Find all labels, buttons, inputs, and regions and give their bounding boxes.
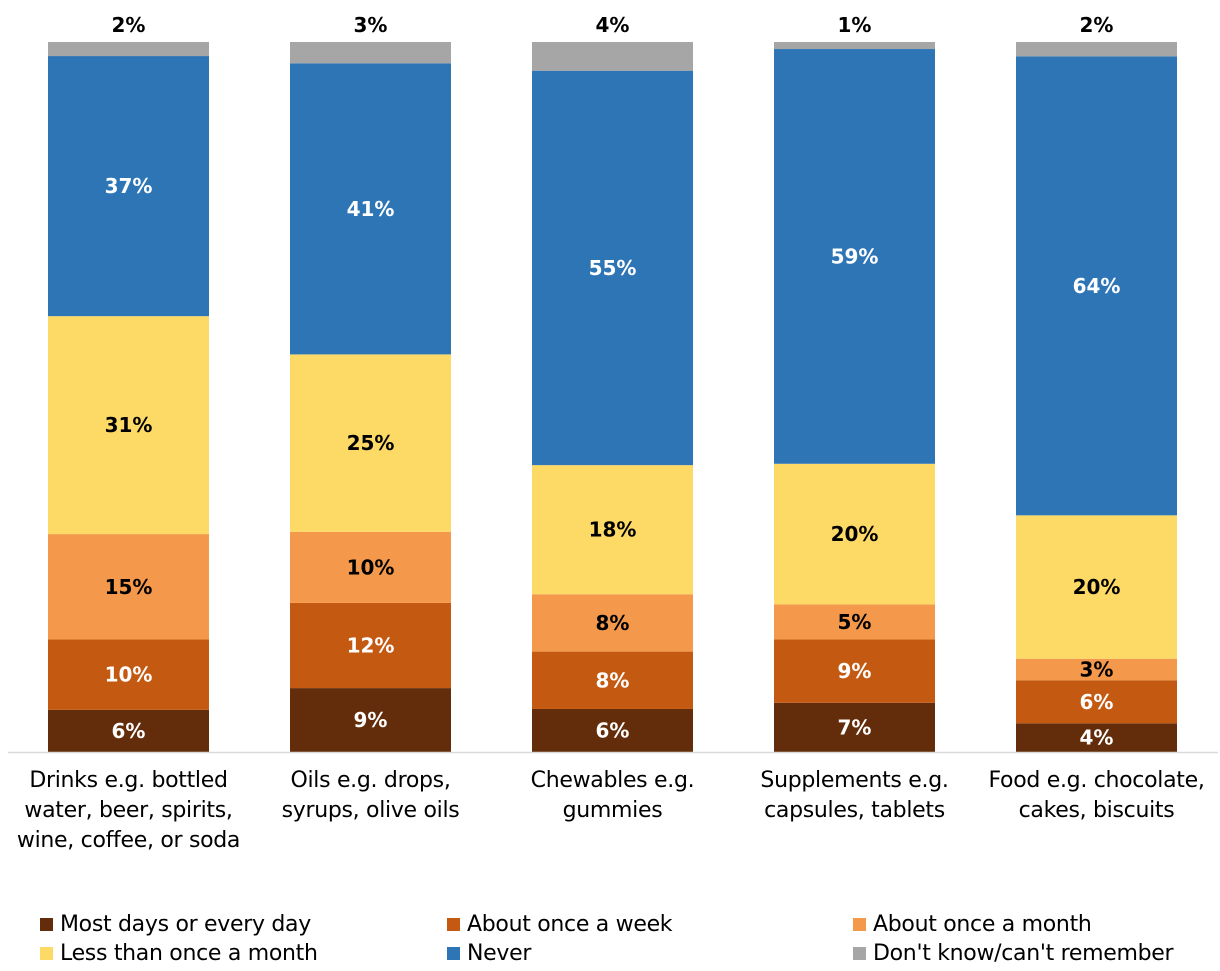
data-label: 10% — [347, 555, 395, 579]
bar-segment — [774, 702, 935, 752]
legend-label: Less than once a month — [60, 941, 318, 966]
bar-segment — [48, 42, 209, 57]
data-label: 6% — [596, 718, 630, 742]
data-label: 3% — [354, 13, 388, 37]
legend-item: Never — [447, 939, 531, 968]
data-label: 31% — [105, 413, 153, 437]
bar-segment — [290, 63, 451, 355]
data-label: 3% — [1080, 658, 1114, 682]
bar-segment — [48, 534, 209, 640]
legend-item: Less than once a month — [40, 939, 318, 968]
data-label: 18% — [589, 518, 637, 542]
data-label: 8% — [596, 611, 630, 635]
data-label: 20% — [1073, 575, 1121, 599]
category-label: Chewables e.g. gummies — [530, 768, 695, 823]
data-label: 59% — [831, 244, 879, 268]
bar-segment — [774, 42, 935, 50]
legend-label: About once a week — [467, 912, 673, 937]
legend-item: About once a week — [447, 910, 673, 939]
bar-segment — [532, 651, 693, 709]
data-label: 55% — [589, 256, 637, 280]
data-label: 20% — [831, 522, 879, 546]
data-label: 5% — [838, 610, 872, 634]
category-label: Supplements e.g. capsules, tablets — [760, 768, 949, 823]
legend-swatch — [40, 918, 53, 931]
bar-segment — [48, 56, 209, 317]
legend-label: Most days or every day — [60, 912, 311, 937]
data-label: 2% — [112, 13, 146, 37]
data-label: 8% — [596, 668, 630, 692]
bar-segment — [1016, 56, 1177, 516]
bar-segment — [290, 688, 451, 752]
data-label: 64% — [1073, 274, 1121, 298]
legend-item: Most days or every day — [40, 910, 311, 939]
legend-swatch — [853, 918, 866, 931]
bar-segment — [774, 604, 935, 640]
data-label: 37% — [105, 174, 153, 198]
data-label: 12% — [347, 634, 395, 658]
data-label: 9% — [838, 659, 872, 683]
legend-swatch — [447, 947, 460, 960]
bar-segment — [290, 602, 451, 689]
bar-segment — [774, 639, 935, 703]
bar-segment — [48, 709, 209, 752]
bar-segment — [290, 42, 451, 64]
data-label: 2% — [1080, 13, 1114, 37]
legend-label: About once a month — [873, 912, 1092, 937]
legend-swatch — [40, 947, 53, 960]
data-label: 1% — [838, 13, 872, 37]
data-label: 6% — [1080, 690, 1114, 714]
bar-segment — [1016, 515, 1177, 659]
legend-item: About once a month — [853, 910, 1092, 939]
legend-item: Don't know/can't remember — [853, 939, 1174, 968]
bar-segment — [48, 316, 209, 535]
legend-swatch — [447, 918, 460, 931]
legend-label: Don't know/can't remember — [873, 941, 1174, 966]
category-label: Drinks e.g. bottled water, beer, spirits,… — [16, 768, 241, 853]
data-label: 10% — [105, 663, 153, 687]
bar-segment — [1016, 723, 1177, 752]
bar-segment — [290, 531, 451, 603]
bar-segment — [774, 49, 935, 464]
bar-segment — [1016, 680, 1177, 724]
bar-segment — [1016, 42, 1177, 57]
data-label: 7% — [838, 715, 872, 739]
bar-segment — [532, 708, 693, 752]
category-label: Food e.g. chocolate, cakes, biscuits — [988, 768, 1205, 823]
bar-segment — [532, 465, 693, 595]
bar-segment — [532, 70, 693, 466]
data-label: 4% — [1080, 726, 1114, 750]
legend-label: Never — [467, 941, 532, 966]
data-label: 4% — [596, 13, 630, 37]
bar-segment — [532, 42, 693, 71]
bar-segment — [774, 463, 935, 605]
data-label: 15% — [105, 575, 153, 599]
category-label: Oils e.g. drops, syrups, olive oils — [281, 768, 460, 823]
bar-segment — [532, 594, 693, 652]
bar-segment — [290, 354, 451, 532]
bar-segment — [1016, 658, 1177, 681]
data-label: 6% — [112, 719, 146, 743]
data-label: 41% — [347, 197, 395, 221]
bar-segment — [48, 639, 209, 710]
data-label: 9% — [354, 708, 388, 732]
data-label: 25% — [347, 431, 395, 455]
legend-swatch — [853, 947, 866, 960]
